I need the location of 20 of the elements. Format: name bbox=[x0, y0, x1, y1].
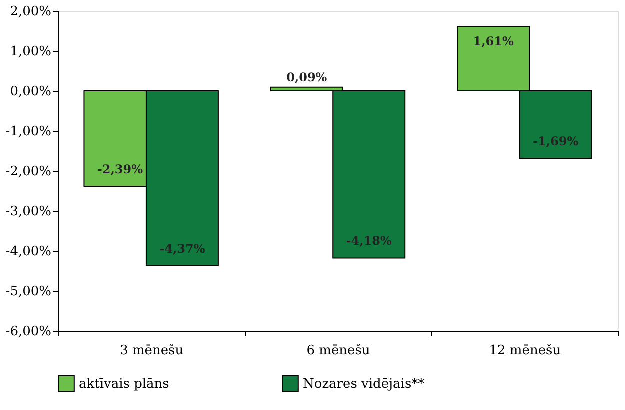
data-label: -4,18% bbox=[346, 234, 393, 248]
y-tick-label: -1,00% bbox=[6, 124, 52, 140]
x-tick-label: 3 mēnešu bbox=[120, 344, 184, 358]
data-label: -4,37% bbox=[160, 242, 206, 256]
y-tick-label: 0,00% bbox=[10, 84, 52, 100]
data-label: -1,69% bbox=[532, 134, 580, 149]
x-tick-label: 6 mēnešu bbox=[306, 344, 370, 358]
data-label: 0,09% bbox=[286, 70, 328, 84]
y-tick-label: 2,00% bbox=[10, 4, 52, 20]
y-tick-label: 1,00% bbox=[10, 44, 52, 60]
x-tick-label: 12 mēnešu bbox=[489, 344, 562, 358]
y-tick-label: -6,00% bbox=[6, 324, 52, 340]
y-tick-label: -5,00% bbox=[6, 284, 52, 300]
legend-label: aktīvais plāns bbox=[79, 376, 170, 392]
y-tick-label: -4,00% bbox=[6, 244, 52, 260]
y-tick-label: -3,00% bbox=[6, 204, 52, 220]
data-label: -2,39% bbox=[97, 162, 144, 177]
data-label: 1,61% bbox=[473, 34, 514, 49]
y-tick-label: -2,00% bbox=[6, 164, 52, 180]
legend-label: Nozares vidējais** bbox=[303, 376, 426, 392]
